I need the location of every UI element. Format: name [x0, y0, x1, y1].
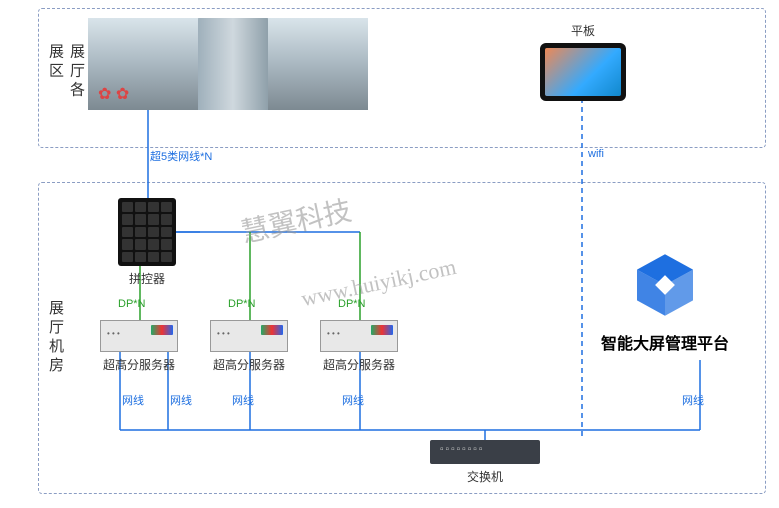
platform-node: 智能大屏管理平台: [570, 250, 760, 354]
platform-logo-icon: [630, 250, 700, 320]
link-dp3-label: DP*N: [338, 298, 366, 310]
display-photo-placeholder: [88, 18, 368, 110]
splicer-label: 拼控器: [118, 270, 176, 287]
switch-node: 交换机: [430, 440, 540, 485]
tablet-node: 平板: [540, 18, 626, 101]
switch-label: 交换机: [430, 468, 540, 485]
server-icon: [100, 320, 178, 352]
server3-label: 超高分服务器: [320, 356, 398, 373]
server-icon: [210, 320, 288, 352]
link-cat5-label: 超5类网线*N: [150, 148, 212, 164]
link-dp1-label: DP*N: [118, 298, 146, 310]
server2-label: 超高分服务器: [210, 356, 288, 373]
server1-node: 超高分服务器: [100, 320, 178, 373]
link-wifi-label: wifi: [588, 148, 604, 160]
zone-top-label: 展厅各展区: [45, 44, 87, 113]
tablet-title: 平板: [540, 22, 626, 39]
tablet-icon: [540, 43, 626, 101]
platform-title: 智能大屏管理平台: [570, 330, 760, 354]
server1-label: 超高分服务器: [100, 356, 178, 373]
link-lan1-label: 网线: [122, 392, 144, 408]
switch-icon: [430, 440, 540, 464]
splicer-icon: [118, 198, 176, 266]
zone-bottom-label: 展厅机房: [45, 300, 66, 376]
exhibition-display-photo: [88, 18, 368, 110]
link-lan3-label: 网线: [232, 392, 254, 408]
server-icon: [320, 320, 398, 352]
server3-node: 超高分服务器: [320, 320, 398, 373]
link-lan5-label: 网线: [682, 392, 704, 408]
splicer-node: 拼控器: [118, 198, 176, 287]
link-dp2-label: DP*N: [228, 298, 256, 310]
link-lan4-label: 网线: [342, 392, 364, 408]
server2-node: 超高分服务器: [210, 320, 288, 373]
link-lan2-label: 网线: [170, 392, 192, 408]
